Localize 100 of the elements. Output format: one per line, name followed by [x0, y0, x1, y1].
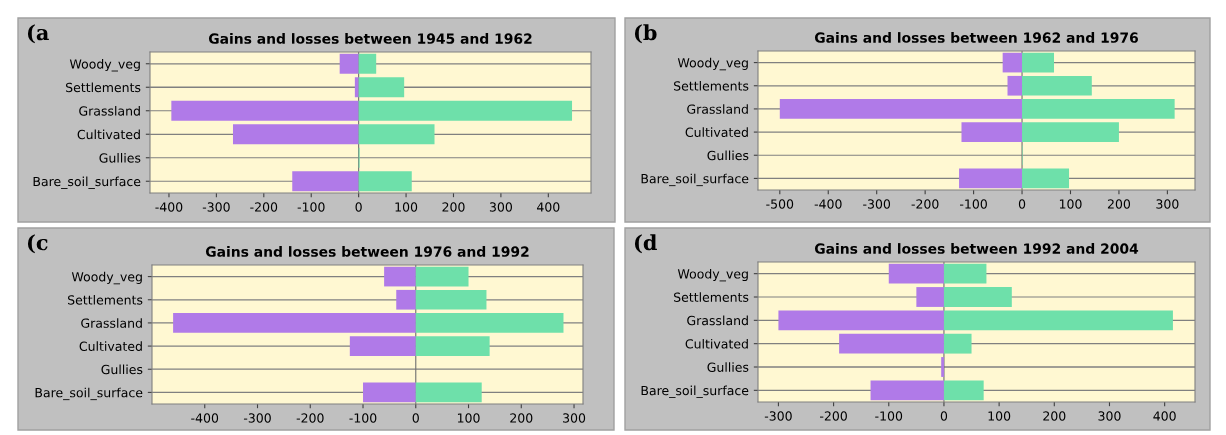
- chart-title: Gains and losses between 1976 and 1992: [205, 246, 529, 257]
- x-tick-label: -400: [191, 413, 219, 423]
- x-tick-label: 300: [563, 413, 586, 423]
- chart-title: Gains and losses between 1962 and 1976: [814, 32, 1138, 43]
- bar: [779, 99, 1023, 119]
- x-tick-label: -400: [814, 199, 842, 209]
- bar: [349, 336, 416, 356]
- x-tick-label: 0: [1018, 199, 1026, 209]
- y-tick-label: Gullies: [707, 362, 749, 372]
- x-tick-label: -100: [297, 202, 325, 212]
- bar: [415, 336, 490, 356]
- bar: [232, 124, 359, 145]
- bar: [959, 168, 1023, 189]
- bar: [384, 266, 416, 287]
- bar: [415, 289, 487, 310]
- x-tick-label: -300: [863, 199, 891, 209]
- bar: [1022, 168, 1070, 189]
- x-tick-label: 100: [457, 413, 480, 423]
- x-tick-label: 0: [412, 413, 419, 423]
- bar: [415, 382, 482, 403]
- x-tick-label: -200: [296, 413, 324, 423]
- bar: [941, 357, 944, 377]
- chart-title: Gains and losses between 1992 and 2004: [814, 243, 1139, 254]
- x-tick-label: 200: [510, 413, 533, 423]
- bar: [1002, 52, 1023, 73]
- x-tick-label: 300: [1098, 411, 1121, 421]
- bar: [943, 287, 1012, 307]
- bar: [778, 310, 944, 331]
- bar: [358, 171, 412, 192]
- text: (d: [634, 234, 657, 254]
- text: (b: [634, 24, 657, 44]
- bar: [943, 380, 984, 401]
- bar: [870, 380, 944, 401]
- bar: [839, 333, 944, 354]
- bar: [354, 77, 359, 98]
- bar: [888, 263, 944, 284]
- x-tick-label: 300: [1156, 199, 1179, 209]
- x-tick-label: -300: [243, 413, 271, 423]
- x-tick-label: 0: [940, 411, 948, 421]
- bar: [292, 171, 359, 192]
- x-tick-label: 100: [988, 411, 1011, 421]
- x-tick-label: 200: [1043, 411, 1066, 421]
- x-tick-label: -400: [155, 202, 183, 212]
- bar: [171, 100, 359, 121]
- x-tick-label: 0: [355, 202, 362, 212]
- bar: [358, 53, 377, 74]
- y-tick-label: Bare_soil_surface: [641, 385, 749, 399]
- bar: [396, 289, 416, 310]
- x-tick-label: 400: [537, 202, 560, 212]
- x-tick-label: -200: [820, 411, 847, 421]
- y-tick-label: Woody_veg: [69, 59, 140, 72]
- bar: [358, 124, 435, 145]
- x-tick-label: -300: [764, 411, 792, 421]
- y-tick-label: Grassland: [79, 106, 140, 116]
- y-tick-label: Gullies: [99, 153, 141, 163]
- x-tick-label: -200: [911, 199, 939, 209]
- bar: [1022, 122, 1119, 142]
- y-tick-label: Woody_veg: [677, 57, 748, 71]
- bar: [943, 263, 987, 284]
- bar: [943, 310, 1173, 331]
- bar: [961, 122, 1023, 142]
- y-tick-label: Settlements: [66, 82, 141, 93]
- y-tick-label: Bare_soil_surface: [35, 387, 143, 401]
- bar: [173, 313, 416, 333]
- y-tick-label: Settlements: [674, 292, 749, 302]
- x-tick-label: 300: [489, 202, 512, 212]
- bar: [943, 333, 972, 354]
- x-tick-label: -500: [766, 199, 794, 209]
- bar: [415, 313, 564, 333]
- text: (c: [27, 234, 48, 254]
- x-tick-label: -100: [960, 199, 987, 209]
- y-tick-label: Woody_veg: [71, 271, 142, 285]
- chart-title: Gains and losses between 1945 and 1962: [208, 33, 532, 44]
- x-tick-label: -200: [250, 202, 278, 212]
- x-tick-label: 200: [1107, 199, 1131, 209]
- x-tick-label: 100: [395, 202, 418, 212]
- bar: [358, 100, 573, 121]
- text: (a: [27, 24, 49, 44]
- x-tick-label: -300: [202, 202, 230, 212]
- bar: [415, 266, 469, 287]
- y-tick-label: Settlements: [674, 81, 749, 91]
- y-tick-label: Cultivated: [79, 341, 142, 352]
- x-tick-label: 200: [442, 202, 465, 212]
- x-tick-label: -100: [349, 413, 377, 423]
- bar: [1022, 75, 1092, 96]
- bar: [1007, 75, 1023, 96]
- y-tick-label: Grassland: [687, 315, 748, 326]
- bar: [1022, 99, 1175, 119]
- y-tick-label: Bare_soil_surface: [33, 176, 141, 189]
- x-tick-label: 100: [1059, 199, 1082, 209]
- x-tick-label: 400: [1153, 411, 1176, 421]
- y-tick-label: Grassland: [81, 318, 142, 328]
- bar: [916, 287, 944, 307]
- bar: [1022, 52, 1055, 73]
- y-tick-label: Grassland: [687, 104, 748, 114]
- bar: [363, 382, 416, 403]
- y-tick-label: Cultivated: [77, 129, 140, 140]
- y-tick-label: Cultivated: [685, 338, 748, 349]
- y-tick-label: Gullies: [101, 364, 143, 375]
- bar: [358, 77, 405, 98]
